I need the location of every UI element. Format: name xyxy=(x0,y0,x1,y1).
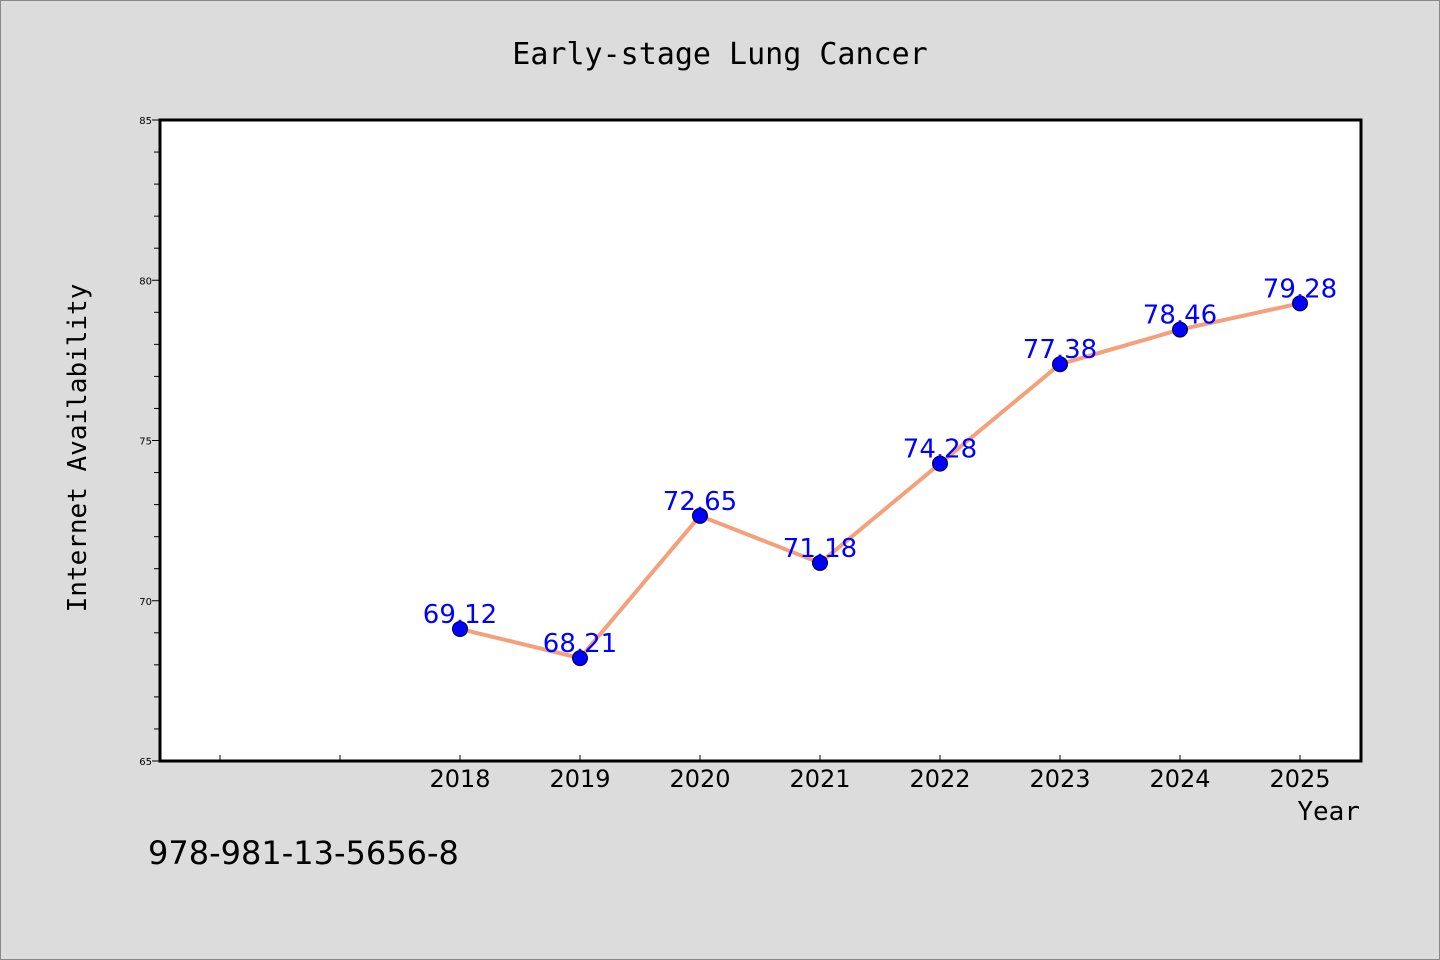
isbn-text: 978-981-13-5656-8 xyxy=(148,834,459,872)
data-point xyxy=(932,455,948,472)
y-tick-label: 65 xyxy=(139,757,152,768)
data-label: 68.21 xyxy=(543,629,617,659)
data-point xyxy=(812,554,828,571)
x-tick-label: 2024 xyxy=(1149,765,1210,793)
data-point xyxy=(1172,321,1188,338)
y-tick-label: 75 xyxy=(139,437,152,448)
data-label: 72.65 xyxy=(663,487,737,517)
data-point xyxy=(692,507,708,524)
data-label: 78.46 xyxy=(1143,301,1217,331)
chart-title: Early-stage Lung Cancer xyxy=(512,37,927,72)
x-axis-label: Year xyxy=(1297,797,1360,827)
y-tick-label: 85 xyxy=(139,116,152,127)
x-tick-label: 2022 xyxy=(909,765,970,793)
data-label: 77.38 xyxy=(1023,335,1097,365)
data-label: 74.28 xyxy=(903,435,977,465)
data-label: 71.18 xyxy=(783,534,857,564)
y-axis: 65 70 75 80 85 xyxy=(139,116,160,768)
x-tick-label: 2023 xyxy=(1029,765,1090,793)
x-tick-label: 2018 xyxy=(429,765,490,793)
data-point xyxy=(1292,295,1308,312)
plot-area xyxy=(158,118,1363,763)
series-line xyxy=(459,301,1301,661)
y-tick-label: 70 xyxy=(139,597,152,608)
series-layer: 69.12 68.21 72.65 71.18 74.28 77.38 78.46 79.28 xyxy=(423,274,1337,667)
x-axis: 2018 2019 2020 2021 2022 2023 2024 2025 xyxy=(219,755,1331,793)
data-point xyxy=(452,620,468,637)
x-tick-label: 2020 xyxy=(669,765,730,793)
data-point xyxy=(1052,356,1068,373)
y-tick-label: 80 xyxy=(139,276,152,287)
data-label: 79.28 xyxy=(1263,274,1337,304)
x-tick-label: 2019 xyxy=(549,765,610,793)
data-point xyxy=(572,650,588,667)
data-label: 69.12 xyxy=(423,600,497,630)
y-axis-label: Internet Availability xyxy=(63,284,93,613)
x-tick-label: 2021 xyxy=(789,765,850,793)
x-tick-label: 2025 xyxy=(1269,765,1330,793)
